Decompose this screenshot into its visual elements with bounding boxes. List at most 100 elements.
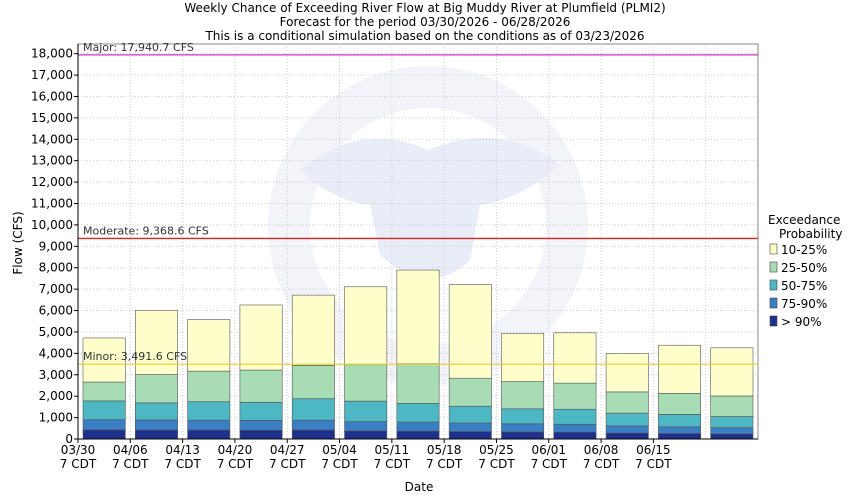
bar-segment <box>135 429 178 440</box>
x-tick-date: 05/25 <box>479 443 514 457</box>
bar-segment <box>710 416 754 428</box>
legend-subtitle: Probability <box>779 227 842 241</box>
x-tick-date: 04/27 <box>270 443 305 457</box>
x-tick-date: 06/15 <box>636 443 671 457</box>
chart-title: Weekly Chance of Exceeding River Flow at… <box>184 1 666 15</box>
y-tick-label: 13,000 <box>31 154 73 168</box>
legend-label: 50-75% <box>781 279 827 293</box>
bar-segment <box>396 269 440 364</box>
bar-segment <box>605 391 649 414</box>
x-tick-tz: 7 CDT <box>112 457 149 471</box>
y-tick-label: 17,000 <box>31 68 73 82</box>
legend-swatch <box>769 243 778 255</box>
bar-segment <box>82 400 126 421</box>
bar-segment <box>187 319 231 372</box>
bar-segment <box>710 395 754 417</box>
bar-segment <box>710 427 754 435</box>
bar-segment <box>710 347 754 397</box>
x-tick-date: 03/30 <box>61 443 96 457</box>
bar-segment <box>291 419 335 431</box>
bar-segment <box>396 430 440 440</box>
legend-swatch <box>769 297 778 309</box>
bar-segment <box>658 426 701 434</box>
bar-segment <box>501 431 545 440</box>
chart-subtitle: Forecast for the period 03/30/2026 - 06/… <box>279 15 571 29</box>
bar-segment <box>187 401 231 421</box>
bar-segment <box>448 422 492 432</box>
x-tick-tz: 7 CDT <box>321 457 358 471</box>
y-tick-label: 7,000 <box>39 282 73 296</box>
bar-segment <box>553 423 597 433</box>
bar-segment <box>187 419 231 431</box>
bar-segment <box>344 286 388 366</box>
x-tick-tz: 7 CDT <box>426 457 463 471</box>
bar-segment <box>82 381 126 402</box>
bar-segment <box>239 304 283 371</box>
bar-segment <box>553 382 597 410</box>
bar-segment <box>553 431 597 440</box>
bar-segment <box>501 381 545 410</box>
y-tick-label: 1,000 <box>39 411 73 425</box>
legend-swatch <box>769 279 778 291</box>
x-tick-tz: 7 CDT <box>217 457 254 471</box>
threshold-label: Major: 17,940.7 CFS <box>83 41 194 54</box>
y-tick-label: 8,000 <box>39 261 73 275</box>
bar-segment <box>448 284 492 379</box>
y-tick-label: 12,000 <box>31 175 73 189</box>
bar-segment <box>82 429 126 440</box>
x-tick-date: 06/08 <box>584 443 619 457</box>
legend-label: 75-90% <box>781 297 827 311</box>
y-tick-label: 5,000 <box>39 325 73 339</box>
y-tick-label: 14,000 <box>31 132 73 146</box>
y-tick-label: 11,000 <box>31 196 73 210</box>
bar-segment <box>501 333 545 382</box>
legend-title: Exceedance <box>768 213 840 227</box>
x-tick-date: 05/11 <box>375 443 410 457</box>
bar-segment <box>135 402 178 421</box>
bar-segment <box>135 374 178 404</box>
bar-segment <box>448 405 492 424</box>
bar-segment <box>501 408 545 425</box>
legend-label: 10-25% <box>781 243 827 257</box>
bar-segment <box>291 429 335 440</box>
x-tick-date: 04/13 <box>165 443 200 457</box>
y-tick-label: 0 <box>65 432 73 446</box>
bar-segment <box>291 365 335 400</box>
bar-segment <box>658 393 701 415</box>
bar-segment <box>239 402 283 421</box>
x-tick-date: 05/18 <box>427 443 462 457</box>
bar-segment <box>344 430 388 440</box>
bar-segment <box>344 421 388 432</box>
bar-segment <box>396 363 440 404</box>
bar-segment <box>396 421 440 432</box>
bar-segment <box>501 423 545 433</box>
bar-segment <box>658 433 701 440</box>
x-tick-date: 04/20 <box>218 443 253 457</box>
bar-segment <box>553 332 597 384</box>
y-tick-label: 16,000 <box>31 89 73 103</box>
bar-segment <box>239 369 283 403</box>
bar-segment <box>82 337 126 383</box>
x-tick-date: 05/04 <box>322 443 357 457</box>
chart-subtitle-2: This is a conditional simulation based o… <box>205 29 645 43</box>
x-tick-tz: 7 CDT <box>269 457 306 471</box>
y-tick-label: 3,000 <box>39 368 73 382</box>
x-tick-tz: 7 CDT <box>583 457 620 471</box>
bar-segment <box>187 370 231 403</box>
y-tick-label: 10,000 <box>31 218 73 232</box>
legend-swatch <box>769 261 778 273</box>
x-tick-date: 06/01 <box>531 443 566 457</box>
bar-segment <box>605 412 649 427</box>
bar-segment <box>135 419 178 431</box>
x-tick-tz: 7 CDT <box>60 457 97 471</box>
legend-label: > 90% <box>781 315 822 329</box>
threshold-label: Minor: 3,491.6 CFS <box>83 350 187 363</box>
bar-segment <box>239 420 283 431</box>
bar-segment <box>344 400 388 422</box>
x-tick-date: 04/06 <box>113 443 148 457</box>
bar-segment <box>187 429 231 440</box>
y-tick-label: 2,000 <box>39 389 73 403</box>
bar-segment <box>605 425 649 434</box>
x-tick-tz: 7 CDT <box>635 457 672 471</box>
